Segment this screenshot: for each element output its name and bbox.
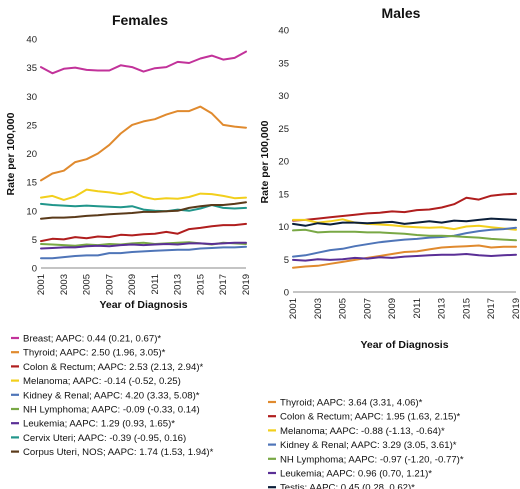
females-legend-label-thyroid: Thyroid; AAPC: 2.50 (1.96, 3.05)*	[23, 348, 166, 359]
males-series-line-kidney	[292, 226, 517, 258]
females-legend-label-melanoma: Melanoma; AAPC: -0.14 (-0.52, 0.25)	[23, 376, 181, 387]
females-x-tick-label: 2013	[173, 274, 184, 295]
females-x-axis-label: Year of Diagnosis	[99, 299, 187, 311]
females-legend-label-cervix: Cervix Uteri; AAPC: -0.39 (-0.95, 0.16)	[23, 433, 186, 444]
females-legend-label-nhl: NH Lymphoma; AAPC: -0.09 (-0.33, 0.14)	[23, 405, 200, 416]
females-y-tick-label: 10	[26, 206, 37, 217]
females-x-tick-label: 2001	[36, 274, 47, 295]
females-series-line-breast	[40, 50, 247, 75]
males-series-line-melanoma	[292, 218, 517, 231]
males-y-tick-label: 15	[278, 189, 289, 200]
males-y-tick-label: 10	[278, 222, 289, 233]
females-x-tick-label: 2007	[104, 274, 115, 295]
males-y-tick-label: 0	[284, 288, 289, 299]
males-series-line-leukemia	[292, 253, 517, 262]
males-y-tick-label: 25	[278, 124, 289, 135]
males-legend-label-testis: Testis; AAPC: 0.45 (0.28, 0.62)*	[280, 483, 415, 489]
males-x-tick-label: 2019	[511, 298, 520, 319]
females-series-line-colon	[40, 222, 247, 243]
females-y-tick-label: 15	[26, 178, 37, 189]
males-x-tick-label: 2015	[461, 298, 472, 319]
males-legend-label-leukemia: Leukemia; AAPC: 0.96 (0.70, 1.21)*	[280, 469, 432, 480]
males-y-axis-label: Rate per 100,000	[259, 120, 271, 203]
females-y-tick-label: 5	[32, 235, 37, 246]
females-series-line-kidney	[40, 245, 247, 260]
females-series-line-melanoma	[40, 188, 247, 201]
females-legend-label-colon: Colon & Rectum; AAPC: 2.53 (2.13, 2.94)*	[23, 362, 204, 373]
males-x-tick-label: 2001	[288, 298, 299, 319]
males-legend-label-melanoma: Melanoma; AAPC: -0.88 (-1.13, -0.64)*	[280, 426, 445, 437]
females-y-tick-label: 30	[26, 92, 37, 103]
females-x-tick-label: 2005	[82, 274, 93, 295]
males-x-tick-label: 2011	[412, 298, 423, 318]
males-legend-label-thyroid: Thyroid; AAPC: 3.64 (3.31, 4.06)*	[280, 398, 423, 409]
males-y-tick-label: 35	[278, 58, 289, 69]
females-x-tick-label: 2003	[59, 274, 70, 295]
males-y-tick-label: 20	[278, 157, 289, 168]
males-legend-label-kidney: Kidney & Renal; AAPC: 3.29 (3.05, 3.61)*	[280, 440, 457, 451]
females-x-tick-label: 2017	[218, 274, 229, 295]
females-legend-label-kidney: Kidney & Renal; AAPC: 4.20 (3.33, 5.08)*	[23, 390, 200, 401]
females-x-tick-label: 2011	[150, 274, 161, 294]
females-x-tick-label: 2009	[127, 274, 138, 295]
females-chart-title: Females	[112, 12, 168, 28]
females-legend-label-breast: Breast; AAPC: 0.44 (0.21, 0.67)*	[23, 334, 161, 345]
males-x-tick-label: 2007	[362, 298, 373, 319]
males-x-tick-label: 2009	[387, 298, 398, 319]
females-legend-label-corpus: Corpus Uteri, NOS; AAPC: 1.74 (1.53, 1.9…	[23, 447, 214, 458]
males-y-tick-label: 30	[278, 91, 289, 102]
males-legend-label-nhl: NH Lymphoma; AAPC: -0.97 (-1.20, -0.77)*	[280, 454, 464, 465]
females-series-line-corpus	[40, 201, 247, 220]
males-x-tick-label: 2013	[437, 298, 448, 319]
males-y-tick-label: 40	[278, 26, 289, 37]
males-x-tick-label: 2005	[338, 298, 349, 319]
females-x-tick-label: 2019	[241, 274, 252, 295]
females-series-line-leukemia	[40, 241, 247, 250]
males-series-line-colon	[292, 192, 517, 222]
males-series-line-testis	[292, 217, 517, 227]
females-legend-label-leukemia: Leukemia; AAPC: 1.29 (0.93, 1.65)*	[23, 419, 175, 430]
females-series-line-thyroid	[40, 105, 247, 182]
females-y-tick-label: 35	[26, 63, 37, 74]
males-y-tick-label: 5	[284, 255, 289, 266]
males-series-line-thyroid	[292, 244, 517, 269]
females-y-tick-label: 0	[32, 264, 37, 275]
females-y-axis-label: Rate per 100,000	[5, 112, 17, 195]
females-y-tick-label: 25	[26, 120, 37, 131]
males-series-line-nhl	[292, 228, 517, 242]
females-y-tick-label: 20	[26, 149, 37, 160]
males-legend-label-colon: Colon & Rectum; AAPC: 1.95 (1.63, 2.15)*	[280, 412, 461, 423]
females-y-tick-label: 40	[26, 35, 37, 46]
males-x-axis-label: Year of Diagnosis	[360, 339, 448, 351]
males-x-tick-label: 2003	[313, 298, 324, 319]
males-chart-title: Males	[382, 5, 421, 21]
females-x-tick-label: 2015	[195, 274, 206, 295]
males-x-tick-label: 2017	[486, 298, 497, 319]
